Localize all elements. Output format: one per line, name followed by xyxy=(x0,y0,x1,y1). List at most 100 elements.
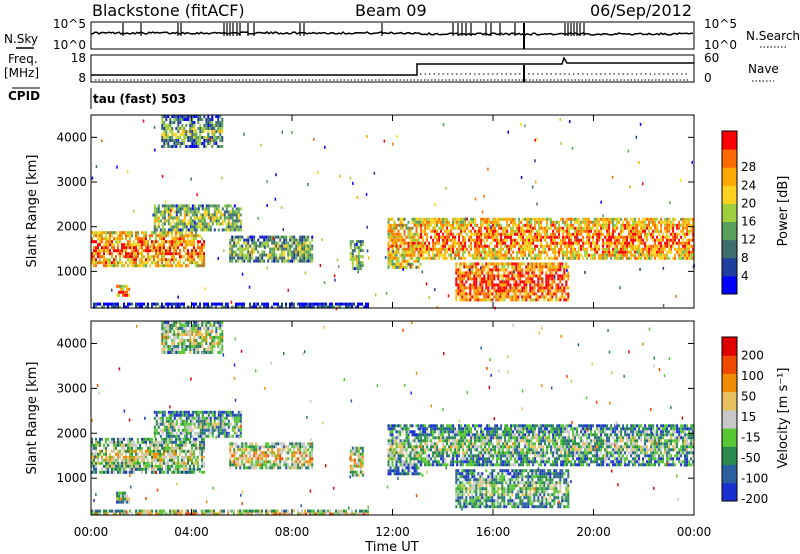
power-cell xyxy=(411,256,414,260)
velocity-cell xyxy=(173,446,175,450)
power-cell xyxy=(203,213,206,217)
power-cell xyxy=(135,234,137,238)
power-cell xyxy=(442,226,445,230)
power-cell xyxy=(502,253,505,257)
power-cell xyxy=(93,252,95,256)
power-cell xyxy=(523,274,526,278)
power-cell xyxy=(211,302,213,306)
power-scatter-cell xyxy=(153,125,156,129)
power-cell xyxy=(507,271,510,275)
power-cell xyxy=(91,237,93,241)
power-cell xyxy=(207,124,210,127)
power-cell xyxy=(464,223,467,227)
power-cell xyxy=(407,250,410,254)
velocity-cell xyxy=(185,434,188,438)
power-cell xyxy=(478,226,481,230)
power-cell xyxy=(561,283,564,287)
power-cell xyxy=(329,302,331,306)
velocity-cell xyxy=(183,425,186,429)
power-cell xyxy=(267,302,269,306)
power-cell xyxy=(179,255,181,259)
power-cell xyxy=(189,234,191,238)
power-cell xyxy=(197,240,199,244)
power-scatter-cell xyxy=(425,282,428,286)
power-cell xyxy=(434,220,437,224)
velocity-cell xyxy=(175,461,177,465)
power-cell xyxy=(263,241,266,245)
power-cell xyxy=(468,235,471,239)
power-cell xyxy=(124,293,127,297)
power-cell xyxy=(497,262,500,266)
velocity-cell xyxy=(95,449,97,453)
power-cell xyxy=(578,247,581,251)
power-cell xyxy=(574,238,577,242)
power-cell xyxy=(596,223,599,227)
velocity-cell xyxy=(127,437,129,441)
power-cell xyxy=(642,253,645,257)
power-cell xyxy=(293,241,296,245)
power-cell xyxy=(399,232,402,236)
power-cell xyxy=(624,223,627,227)
power-cell xyxy=(588,244,591,248)
power-cell xyxy=(185,240,187,244)
power-cell xyxy=(672,238,675,242)
power-cell xyxy=(549,271,552,275)
power-scatter-cell xyxy=(434,203,436,207)
power-cell xyxy=(249,253,252,257)
power-cell xyxy=(115,237,117,241)
velocity-cell xyxy=(189,464,191,468)
power-cell xyxy=(686,253,689,257)
power-cell xyxy=(165,252,167,256)
power-cell xyxy=(199,216,202,220)
power-cell xyxy=(511,289,514,293)
power-cell xyxy=(690,256,693,260)
power-cell xyxy=(105,240,107,244)
power-cell xyxy=(465,271,468,275)
velocity-cell xyxy=(145,440,147,444)
power-cell xyxy=(559,277,562,281)
power-cell xyxy=(161,145,164,148)
power-cell xyxy=(207,305,209,309)
power-cell xyxy=(544,247,547,251)
power-cell xyxy=(682,238,685,242)
power-cell xyxy=(193,133,196,136)
power-cell xyxy=(151,246,153,250)
power-cell xyxy=(592,241,595,245)
power-cell xyxy=(565,262,568,266)
power-cell xyxy=(295,250,298,254)
power-scatter-cell xyxy=(542,281,544,285)
power-cell xyxy=(462,226,465,230)
velocity-cell xyxy=(209,416,212,420)
power-cell xyxy=(199,252,201,256)
power-cell xyxy=(493,277,496,281)
power-cell xyxy=(193,213,196,217)
power-cell xyxy=(133,255,135,259)
power-cell xyxy=(195,115,198,118)
power-cell xyxy=(415,223,418,227)
power-cell xyxy=(584,223,587,227)
velocity-cell xyxy=(169,464,171,468)
power-cell xyxy=(674,217,677,221)
velocity-cell xyxy=(227,422,230,426)
power-cell xyxy=(405,235,408,239)
power-cell xyxy=(277,244,280,248)
power-cell xyxy=(550,241,553,245)
velocity-cell xyxy=(159,422,162,426)
velocity-cell xyxy=(111,449,113,453)
power-cell xyxy=(628,250,631,254)
velocity-cell xyxy=(159,461,161,465)
power-cell xyxy=(155,234,157,238)
velocity-cell xyxy=(189,416,192,420)
power-cell xyxy=(529,283,532,287)
power-cell xyxy=(185,243,187,247)
power-cell xyxy=(474,256,477,260)
power-cell xyxy=(409,238,412,242)
power-cell xyxy=(201,258,203,262)
power-cell xyxy=(211,136,214,139)
power-cell xyxy=(118,284,121,288)
velocity-cell xyxy=(155,449,157,453)
power-cell xyxy=(181,302,183,306)
power-cell xyxy=(590,256,593,260)
power-cell xyxy=(141,264,143,268)
